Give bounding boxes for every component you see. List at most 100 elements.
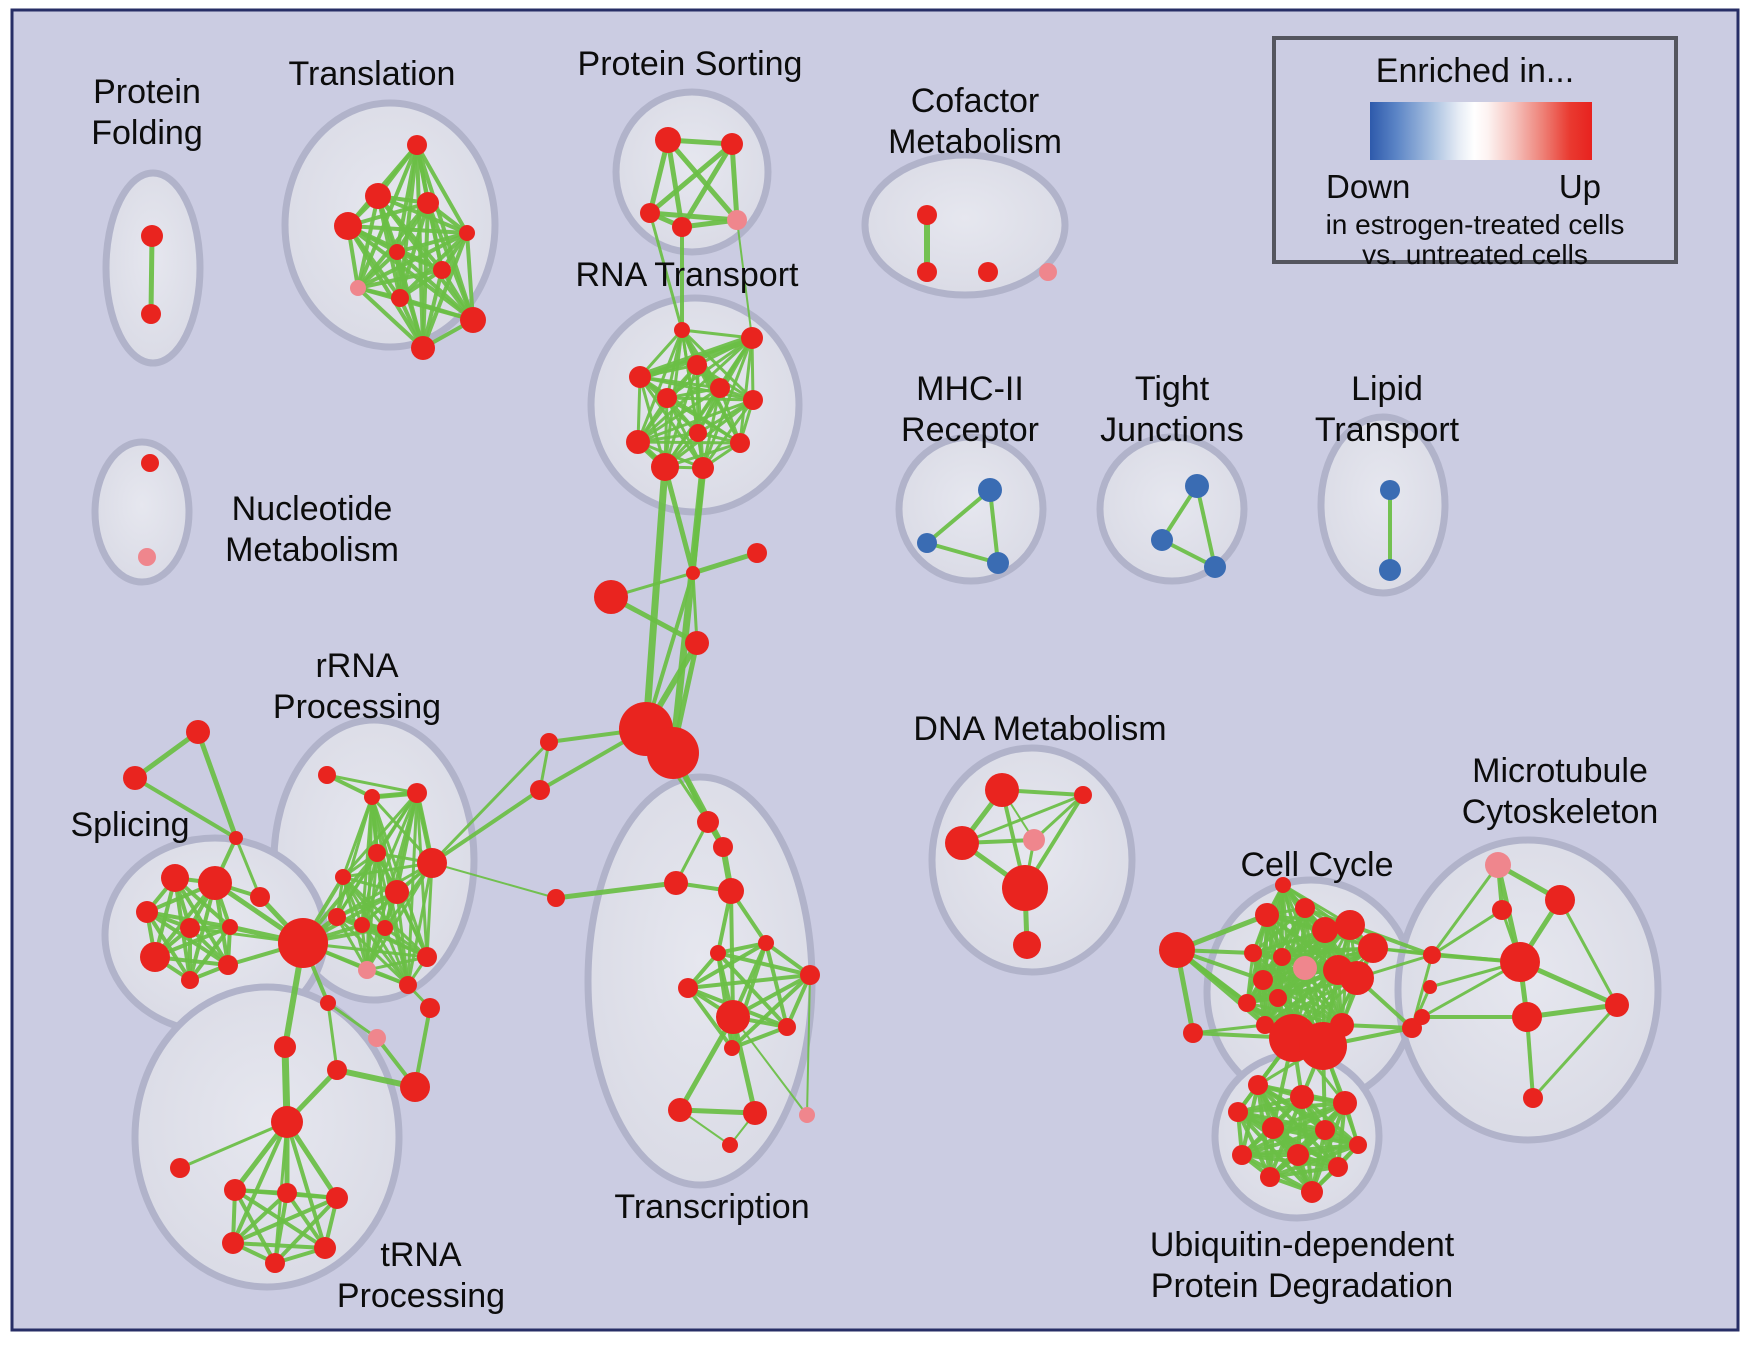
network-node[interactable] [170, 1158, 190, 1178]
network-node[interactable] [218, 955, 238, 975]
network-node[interactable] [274, 1036, 296, 1058]
network-node[interactable] [1335, 910, 1365, 940]
network-node[interactable] [1248, 1075, 1268, 1095]
network-node[interactable] [987, 552, 1009, 574]
network-node[interactable] [198, 866, 232, 900]
network-node[interactable] [1500, 942, 1540, 982]
network-node[interactable] [250, 887, 270, 907]
network-node[interactable] [1262, 1117, 1284, 1139]
network-node[interactable] [399, 976, 417, 994]
network-node[interactable] [368, 1029, 386, 1047]
network-node[interactable] [1238, 994, 1256, 1012]
network-node[interactable] [741, 327, 763, 349]
network-node[interactable] [138, 548, 156, 566]
network-node[interactable] [136, 901, 158, 923]
network-node[interactable] [411, 336, 435, 360]
network-node[interactable] [692, 457, 714, 479]
network-node[interactable] [758, 935, 774, 951]
network-node[interactable] [629, 366, 651, 388]
network-node[interactable] [141, 454, 159, 472]
network-node[interactable] [1269, 989, 1287, 1007]
network-node[interactable] [1301, 1181, 1323, 1203]
network-node[interactable] [141, 304, 161, 324]
network-node[interactable] [674, 322, 690, 338]
network-node[interactable] [354, 917, 370, 933]
network-node[interactable] [1002, 865, 1048, 911]
network-node[interactable] [664, 871, 688, 895]
network-node[interactable] [1340, 961, 1374, 995]
network-node[interactable] [1256, 1016, 1274, 1034]
network-node[interactable] [713, 837, 733, 857]
network-node[interactable] [229, 831, 243, 845]
network-node[interactable] [917, 262, 937, 282]
network-node[interactable] [917, 533, 937, 553]
network-node[interactable] [978, 478, 1002, 502]
network-node[interactable] [945, 826, 979, 860]
network-node[interactable] [647, 727, 699, 779]
network-node[interactable] [668, 1098, 692, 1122]
network-node[interactable] [180, 918, 200, 938]
network-node[interactable] [314, 1237, 336, 1259]
network-node[interactable] [718, 878, 744, 904]
network-node[interactable] [327, 1060, 347, 1080]
network-node[interactable] [778, 1018, 796, 1036]
network-node[interactable] [1232, 1145, 1252, 1165]
network-node[interactable] [328, 908, 346, 926]
network-node[interactable] [417, 848, 447, 878]
network-node[interactable] [417, 192, 439, 214]
network-node[interactable] [710, 945, 726, 961]
network-node[interactable] [161, 864, 189, 892]
network-node[interactable] [1183, 1023, 1203, 1043]
network-node[interactable] [1204, 556, 1226, 578]
network-node[interactable] [278, 918, 328, 968]
network-node[interactable] [985, 773, 1019, 807]
network-node[interactable] [743, 390, 763, 410]
network-node[interactable] [1293, 956, 1317, 980]
network-node[interactable] [1287, 1144, 1309, 1166]
network-node[interactable] [1358, 933, 1388, 963]
network-node[interactable] [1185, 474, 1209, 498]
network-node[interactable] [407, 783, 427, 803]
network-node[interactable] [358, 961, 376, 979]
network-node[interactable] [318, 766, 336, 784]
network-node[interactable] [716, 1000, 750, 1034]
network-node[interactable] [1290, 1085, 1314, 1109]
network-node[interactable] [655, 127, 681, 153]
network-node[interactable] [730, 433, 750, 453]
network-node[interactable] [1328, 1157, 1348, 1177]
network-node[interactable] [334, 212, 362, 240]
network-node[interactable] [722, 1137, 738, 1153]
network-node[interactable] [368, 844, 386, 862]
network-node[interactable] [1255, 903, 1279, 927]
network-node[interactable] [651, 453, 679, 481]
network-node[interactable] [1273, 948, 1291, 966]
network-node[interactable] [1312, 917, 1338, 943]
network-node[interactable] [123, 766, 147, 790]
network-node[interactable] [678, 978, 698, 998]
network-node[interactable] [222, 919, 238, 935]
network-node[interactable] [186, 720, 210, 744]
network-node[interactable] [657, 388, 677, 408]
network-node[interactable] [400, 1072, 430, 1102]
network-node[interactable] [1023, 829, 1045, 851]
network-node[interactable] [1523, 1088, 1543, 1108]
network-node[interactable] [1423, 946, 1441, 964]
network-node[interactable] [1295, 898, 1315, 918]
network-node[interactable] [743, 1101, 767, 1125]
network-node[interactable] [1074, 786, 1092, 804]
network-node[interactable] [350, 280, 366, 296]
network-node[interactable] [687, 355, 707, 375]
network-node[interactable] [1159, 932, 1195, 968]
network-node[interactable] [1379, 559, 1401, 581]
network-node[interactable] [686, 566, 700, 580]
network-node[interactable] [1039, 263, 1057, 281]
network-node[interactable] [1512, 1002, 1542, 1032]
network-node[interactable] [271, 1106, 303, 1138]
network-node[interactable] [1605, 993, 1629, 1017]
network-node[interactable] [594, 580, 628, 614]
network-node[interactable] [697, 811, 719, 833]
network-node[interactable] [1315, 1120, 1335, 1140]
network-node[interactable] [1414, 1009, 1430, 1025]
network-node[interactable] [540, 733, 558, 751]
network-node[interactable] [365, 183, 391, 209]
